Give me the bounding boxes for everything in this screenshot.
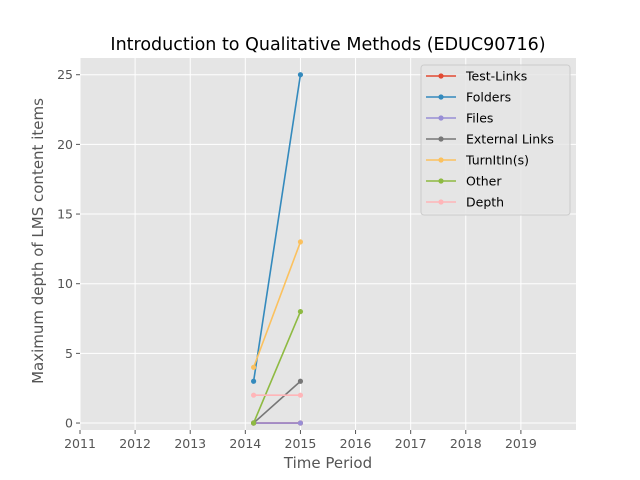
data-point xyxy=(297,308,304,315)
legend-label: TurnItIn(s) xyxy=(465,153,529,168)
y-tick-label: 15 xyxy=(57,207,73,222)
legend-marker xyxy=(438,136,444,142)
legend-item: Other xyxy=(426,174,502,189)
x-tick-label: 2012 xyxy=(119,436,151,451)
legend-item: Depth xyxy=(426,195,504,210)
series-line xyxy=(253,380,301,424)
data-point xyxy=(251,420,257,426)
data-point xyxy=(297,72,304,78)
y-tick-label: 5 xyxy=(65,346,73,361)
x-tick-label: 2016 xyxy=(340,436,372,451)
y-tick-label: 20 xyxy=(57,137,73,152)
legend-label: Depth xyxy=(466,195,504,210)
legend-item: Test-Links xyxy=(426,69,527,84)
legend-item: TurnItIn(s) xyxy=(426,153,529,168)
y-axis-ticks: 0 5 10 15 20 25 xyxy=(57,67,80,431)
series-other xyxy=(251,308,304,426)
x-tick-label: 2017 xyxy=(395,436,427,451)
x-axis-label: Time Period xyxy=(283,454,372,472)
legend-label: Test-Links xyxy=(465,69,527,84)
data-point xyxy=(297,378,304,384)
data-point xyxy=(251,378,257,384)
legend-marker xyxy=(438,199,444,205)
x-tick-label: 2019 xyxy=(505,436,537,451)
legend-item: Folders xyxy=(426,90,511,105)
y-tick-label: 10 xyxy=(57,276,73,291)
legend-marker xyxy=(438,73,444,79)
legend-label: External Links xyxy=(466,132,554,147)
data-point xyxy=(251,392,257,398)
x-tick-label: 2015 xyxy=(285,436,317,451)
data-point xyxy=(297,239,304,245)
series-folders xyxy=(251,72,304,384)
series-line xyxy=(252,241,302,368)
y-tick-label: 0 xyxy=(65,416,73,431)
data-point xyxy=(297,392,304,398)
legend-marker xyxy=(438,157,444,163)
y-axis-label: Maximum depth of LMS content items xyxy=(29,98,47,384)
legend-label: Files xyxy=(466,111,493,126)
series-line xyxy=(252,311,302,424)
legend: Test-Links Folders Files External Links Turn… xyxy=(420,64,571,216)
legend-marker xyxy=(438,178,444,184)
x-tick-label: 2018 xyxy=(450,436,482,451)
x-axis-ticks: 2011 2012 2013 2014 2015 2016 2017 2018 2019 xyxy=(64,430,537,451)
legend-item: External Links xyxy=(426,132,554,147)
series-line xyxy=(252,74,302,382)
legend-item: Files xyxy=(426,111,493,126)
legend-marker xyxy=(438,115,444,121)
x-tick-label: 2011 xyxy=(64,436,96,451)
x-tick-label: 2014 xyxy=(229,436,261,451)
x-tick-label: 2013 xyxy=(174,436,206,451)
series-turnitin-s xyxy=(251,239,304,370)
series-depth xyxy=(251,392,304,398)
y-tick-label: 25 xyxy=(57,67,73,82)
series-layer xyxy=(251,72,304,426)
chart-title: Introduction to Qualitative Methods (EDU… xyxy=(110,35,545,55)
data-point xyxy=(297,420,304,426)
legend-marker xyxy=(438,94,444,100)
legend-label: Folders xyxy=(466,90,511,105)
legend-box xyxy=(420,64,571,216)
legend-label: Other xyxy=(466,174,502,189)
data-point xyxy=(251,364,257,370)
